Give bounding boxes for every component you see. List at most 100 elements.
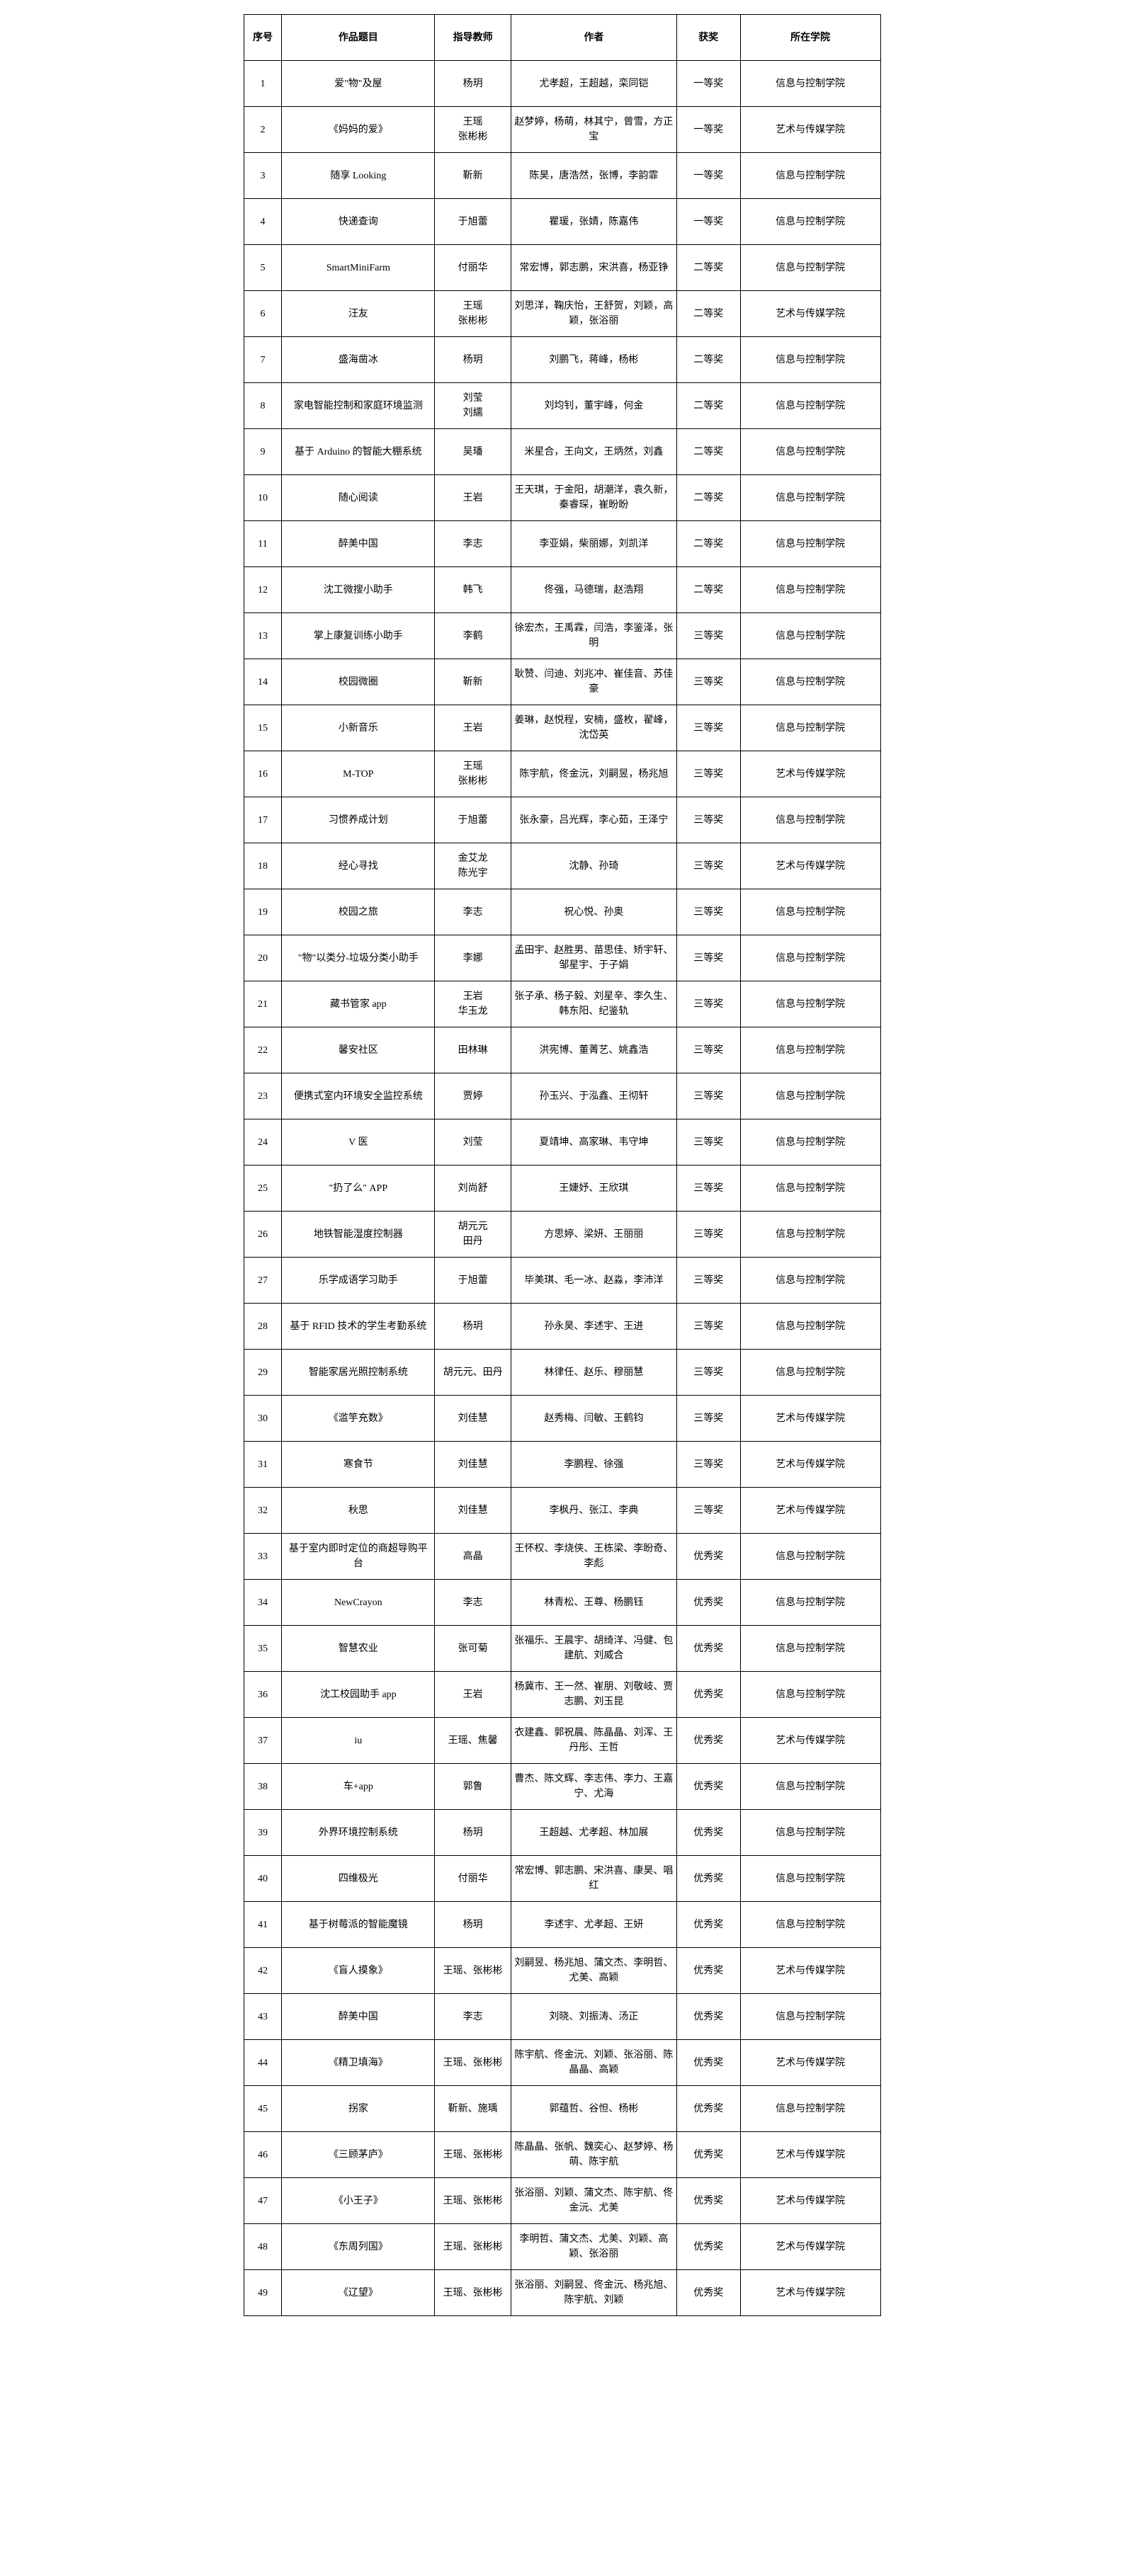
cell-teacher: 王瑶、张彬彬	[435, 2270, 511, 2316]
table-row: 35智慧农业张可菊张福乐、王晨宇、胡绮洋、冯健、包建航、刘威合优秀奖信息与控制学…	[244, 1626, 880, 1672]
cell-seq: 22	[244, 1027, 282, 1073]
cell-author: 瞿瑗，张婧，陈嘉伟	[511, 199, 677, 245]
cell-seq: 28	[244, 1304, 282, 1350]
cell-title: 基于树莓派的智能魔镜	[282, 1902, 435, 1948]
table-row: 29智能家居光照控制系统胡元元、田丹林律任、赵乐、穆丽慧三等奖信息与控制学院	[244, 1350, 880, 1396]
cell-author: 孙永昊、李述宇、王进	[511, 1304, 677, 1350]
table-row: 17习惯养成计划于旭蕾张永豪，吕光辉，李心茹，王泽宁三等奖信息与控制学院	[244, 797, 880, 843]
table-row: 8家电智能控制和家庭环境监测刘莹刘繻刘均钊，董宇峰，何金二等奖信息与控制学院	[244, 383, 880, 429]
table-row: 40四维极光付丽华常宏博、郭志鹏、宋洪喜、康昊、唱红优秀奖信息与控制学院	[244, 1856, 880, 1902]
cell-title: 醉美中国	[282, 521, 435, 567]
cell-college: 信息与控制学院	[740, 1626, 880, 1672]
cell-award: 优秀奖	[676, 2040, 740, 2086]
cell-author: 孟田宇、赵胜男、苗思佳、矫宇轩、邹星宇、于子娟	[511, 935, 677, 981]
cell-teacher: 李志	[435, 1580, 511, 1626]
cell-title: 随心阅读	[282, 475, 435, 521]
table-row: 47《小王子》王瑶、张彬彬张浴丽、刘颖、蒲文杰、陈宇航、佟金沅、尤美优秀奖艺术与…	[244, 2178, 880, 2224]
cell-teacher: 于旭蕾	[435, 797, 511, 843]
cell-college: 艺术与传媒学院	[740, 2132, 880, 2178]
cell-college: 信息与控制学院	[740, 1212, 880, 1258]
cell-award: 二等奖	[676, 475, 740, 521]
cell-college: 信息与控制学院	[740, 245, 880, 291]
cell-title: 拐家	[282, 2086, 435, 2132]
cell-author: 常宏博、郭志鹏、宋洪喜、康昊、唱红	[511, 1856, 677, 1902]
table-row: 41基于树莓派的智能魔镜杨玥李述宇、尤孝超、王妍优秀奖信息与控制学院	[244, 1902, 880, 1948]
awards-table: 序号 作品题目 指导教师 作者 获奖 所在学院 1爱"物"及屋杨玥尤孝超，王超越…	[244, 14, 881, 2316]
cell-college: 信息与控制学院	[740, 383, 880, 429]
cell-teacher: 杨玥	[435, 337, 511, 383]
cell-award: 优秀奖	[676, 1672, 740, 1718]
cell-title: 《东周列国》	[282, 2224, 435, 2270]
cell-seq: 13	[244, 613, 282, 659]
cell-award: 三等奖	[676, 1488, 740, 1534]
cell-author: 王怀权、李烧侠、王栋梁、李盼奇、李彪	[511, 1534, 677, 1580]
cell-title: "扔了么" APP	[282, 1166, 435, 1212]
cell-seq: 48	[244, 2224, 282, 2270]
cell-teacher: 李志	[435, 521, 511, 567]
cell-college: 信息与控制学院	[740, 2086, 880, 2132]
cell-award: 二等奖	[676, 291, 740, 337]
cell-seq: 30	[244, 1396, 282, 1442]
cell-author: 杨冀市、王一然、崔朋、刘敬岐、贾志鹏、刘玉昆	[511, 1672, 677, 1718]
cell-award: 优秀奖	[676, 1902, 740, 1948]
cell-seq: 44	[244, 2040, 282, 2086]
cell-seq: 15	[244, 705, 282, 751]
cell-author: 徐宏杰，王禹霖，闫浩，李鉴泽，张明	[511, 613, 677, 659]
table-row: 1爱"物"及屋杨玥尤孝超，王超越，栾同铠一等奖信息与控制学院	[244, 61, 880, 107]
header-seq: 序号	[244, 15, 282, 61]
cell-author: 张福乐、王晨宇、胡绮洋、冯健、包建航、刘威合	[511, 1626, 677, 1672]
cell-seq: 21	[244, 981, 282, 1027]
cell-college: 信息与控制学院	[740, 153, 880, 199]
cell-teacher: 靳新、施瑀	[435, 2086, 511, 2132]
cell-author: 尤孝超，王超越，栾同铠	[511, 61, 677, 107]
table-row: 36沈工校园助手 app王岩杨冀市、王一然、崔朋、刘敬岐、贾志鹏、刘玉昆优秀奖信…	[244, 1672, 880, 1718]
cell-award: 三等奖	[676, 981, 740, 1027]
cell-seq: 8	[244, 383, 282, 429]
cell-author: 李枫丹、张江、李典	[511, 1488, 677, 1534]
cell-award: 二等奖	[676, 429, 740, 475]
cell-seq: 24	[244, 1119, 282, 1166]
cell-title: NewCrayon	[282, 1580, 435, 1626]
cell-author: 洪宪博、董菁艺、姚鑫浩	[511, 1027, 677, 1073]
cell-teacher: 付丽华	[435, 1856, 511, 1902]
header-author: 作者	[511, 15, 677, 61]
cell-teacher: 王岩	[435, 475, 511, 521]
cell-award: 优秀奖	[676, 1534, 740, 1580]
cell-award: 三等奖	[676, 889, 740, 935]
cell-author: 衣建鑫、郭祝晨、陈晶晶、刘浑、王丹彤、王哲	[511, 1718, 677, 1764]
cell-teacher: 郭鲁	[435, 1764, 511, 1810]
cell-teacher: 靳新	[435, 153, 511, 199]
cell-college: 信息与控制学院	[740, 1856, 880, 1902]
table-row: 12沈工微搜小助手韩飞佟强，马德瑞，赵浩翔二等奖信息与控制学院	[244, 567, 880, 613]
cell-seq: 25	[244, 1166, 282, 1212]
cell-college: 艺术与传媒学院	[740, 1488, 880, 1534]
cell-author: 李明哲、蒲文杰、尤美、刘颖、高颖、张浴丽	[511, 2224, 677, 2270]
cell-award: 三等奖	[676, 1350, 740, 1396]
cell-teacher: 付丽华	[435, 245, 511, 291]
cell-award: 三等奖	[676, 1027, 740, 1073]
cell-title: 《精卫填海》	[282, 2040, 435, 2086]
cell-teacher: 王瑶、张彬彬	[435, 1948, 511, 1994]
cell-title: "物"以类分-垃圾分类小助手	[282, 935, 435, 981]
cell-seq: 32	[244, 1488, 282, 1534]
cell-seq: 36	[244, 1672, 282, 1718]
cell-title: 外界环境控制系统	[282, 1810, 435, 1856]
cell-teacher: 杨玥	[435, 1902, 511, 1948]
cell-college: 信息与控制学院	[740, 659, 880, 705]
cell-title: V 医	[282, 1119, 435, 1166]
table-row: 46《三顾茅庐》王瑶、张彬彬陈晶晶、张帆、魏奕心、赵梦婷、杨萌、陈宇航优秀奖艺术…	[244, 2132, 880, 2178]
cell-author: 王超越、尤孝超、林加展	[511, 1810, 677, 1856]
cell-teacher: 张可菊	[435, 1626, 511, 1672]
cell-seq: 37	[244, 1718, 282, 1764]
cell-author: 王天琪，于金阳，胡潮洋，袁久新，秦睿琛，崔盼盼	[511, 475, 677, 521]
cell-award: 三等奖	[676, 797, 740, 843]
cell-seq: 43	[244, 1994, 282, 2040]
cell-teacher: 杨玥	[435, 61, 511, 107]
cell-teacher: 靳新	[435, 659, 511, 705]
cell-title: 四维极光	[282, 1856, 435, 1902]
cell-teacher: 王瑶、焦馨	[435, 1718, 511, 1764]
cell-title: 基于室内即时定位的商超导购平台	[282, 1534, 435, 1580]
table-row: 18经心寻找金艾龙陈光宇沈静、孙琦三等奖艺术与传媒学院	[244, 843, 880, 889]
table-row: 20"物"以类分-垃圾分类小助手李娜孟田宇、赵胜男、苗思佳、矫宇轩、邹星宇、于子…	[244, 935, 880, 981]
cell-title: 基于 RFID 技术的学生考勤系统	[282, 1304, 435, 1350]
